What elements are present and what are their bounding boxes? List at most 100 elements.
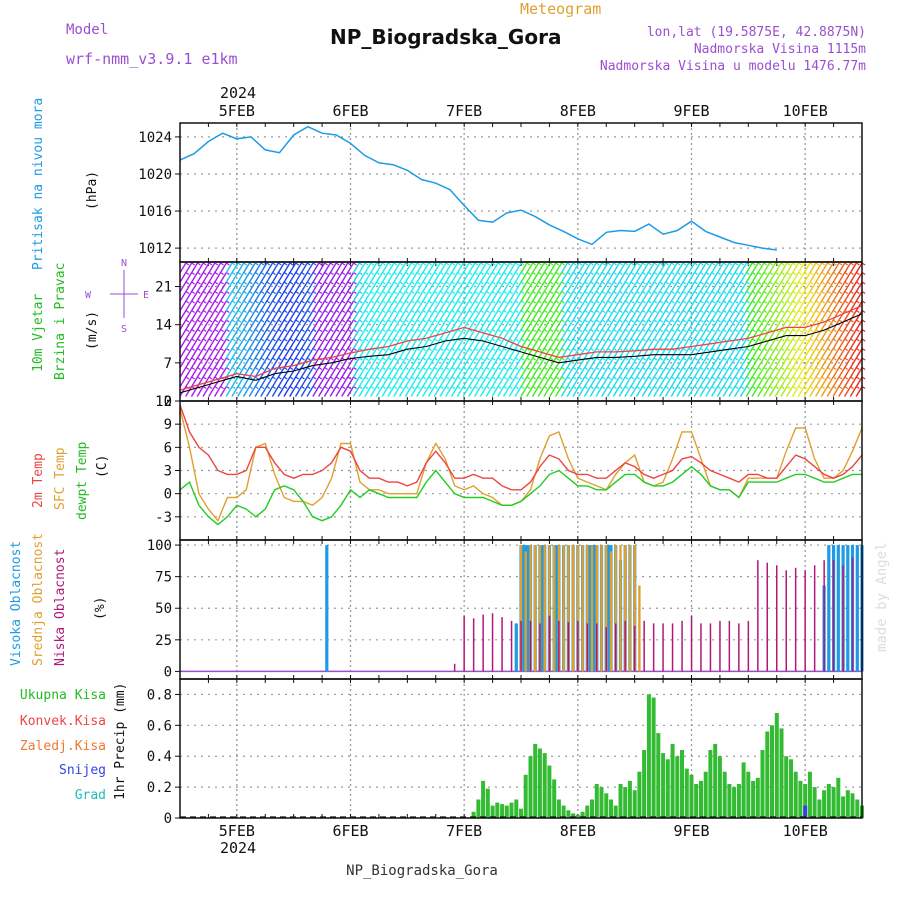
y-tick-label: 0 (164, 394, 172, 410)
wind-barb (433, 281, 441, 293)
wind-barb (549, 348, 557, 359)
wind-barb (208, 357, 216, 369)
wind-barb (543, 338, 551, 350)
wind-barb (428, 262, 432, 266)
wind-barb (364, 329, 372, 340)
wind-barb (653, 357, 661, 369)
cloud-bar (554, 545, 559, 672)
wind-barb (312, 291, 320, 302)
temp-label-sfc: SFC Temp (53, 447, 68, 510)
precip-bar (580, 811, 585, 818)
y-tick-label: 0.6 (147, 718, 172, 734)
wind-barb (537, 262, 545, 274)
wind-barb (797, 348, 805, 359)
wind-barb (601, 376, 609, 388)
wind-barb (231, 310, 239, 321)
wind-barb (745, 310, 753, 321)
wind-barb (843, 300, 852, 312)
wind-barb (554, 319, 563, 331)
wind-barb (786, 272, 794, 283)
wind-barb (583, 319, 592, 331)
wind-barb (595, 338, 603, 350)
wind-barb (375, 272, 383, 283)
wind-barb (231, 367, 239, 378)
wind-barb (278, 262, 282, 266)
wind-barb (786, 291, 794, 302)
wind-barb (375, 329, 383, 340)
precip-bar (699, 780, 703, 818)
wind-barb (265, 262, 274, 274)
wind-barb (416, 272, 424, 283)
wind-barb (225, 367, 233, 378)
wind-barb (433, 338, 441, 350)
wind-barb (352, 357, 360, 369)
wind-barb (775, 262, 779, 266)
wind-barb (653, 319, 661, 331)
wind-barb (676, 386, 684, 397)
wind-barb (815, 348, 823, 359)
precip-bar (556, 799, 561, 818)
wind-barb (514, 329, 522, 340)
wind-barb (763, 329, 771, 340)
cloud-bar (827, 545, 831, 672)
wind-barb (294, 348, 303, 359)
wind-barb (346, 310, 355, 321)
wind-barb (439, 281, 447, 293)
wind-barb (346, 319, 355, 331)
wind-barb (502, 367, 511, 378)
wind-barb (537, 386, 545, 397)
wind-barb (294, 281, 303, 293)
precip-bar (476, 799, 481, 818)
wind-barb (277, 300, 285, 312)
wind-barb (791, 319, 800, 331)
wind-barb (289, 262, 297, 274)
wind-barb (653, 376, 661, 388)
wind-barb (757, 338, 765, 350)
wind-barb (780, 310, 788, 321)
wind-barb (433, 310, 441, 321)
wind-barb (283, 262, 288, 266)
wind-barb (329, 272, 337, 283)
wind-barb (653, 348, 661, 359)
wind-barb (820, 300, 829, 312)
wind-barb (791, 357, 800, 369)
wind-barb (572, 329, 580, 340)
precip-bar (637, 771, 642, 818)
wind-barb (410, 281, 418, 293)
wind-barb (277, 329, 285, 340)
wind-barb (786, 281, 794, 293)
wind-barb (659, 262, 667, 274)
wind-barb (601, 310, 609, 321)
wind-barb (265, 281, 274, 293)
wind-barb (780, 300, 788, 312)
wind-barb (502, 329, 511, 340)
wind-barb (560, 357, 568, 369)
wind-barb (271, 329, 279, 340)
wind-barb (843, 338, 852, 350)
wind-barb (618, 357, 626, 369)
cloud-bar (538, 545, 542, 672)
wind-barb (641, 291, 649, 302)
wind-barb (393, 319, 401, 331)
wind-barb (289, 367, 297, 378)
precip-bar (708, 750, 713, 818)
wind-barb (786, 262, 794, 274)
precip-bar (803, 805, 808, 818)
wind-barb (219, 291, 227, 302)
wind-barb (815, 367, 823, 378)
cloud-label-mid: Srednja Oblacnost (31, 533, 46, 666)
station-title: NP_Biogradska_Gora (330, 25, 561, 49)
wind-barb (427, 262, 436, 274)
wind-barb (196, 281, 204, 293)
wind-barb (578, 291, 586, 302)
wind-barb (393, 310, 401, 321)
wind-barb (370, 386, 378, 397)
wind-barb (820, 338, 829, 350)
wind-barb (335, 300, 343, 312)
wind-barb (791, 376, 800, 388)
wind-barb (445, 348, 453, 359)
wind-barb (589, 310, 597, 321)
wind-barb (664, 376, 672, 388)
wind-barb (843, 348, 852, 359)
wind-barb (422, 386, 430, 397)
